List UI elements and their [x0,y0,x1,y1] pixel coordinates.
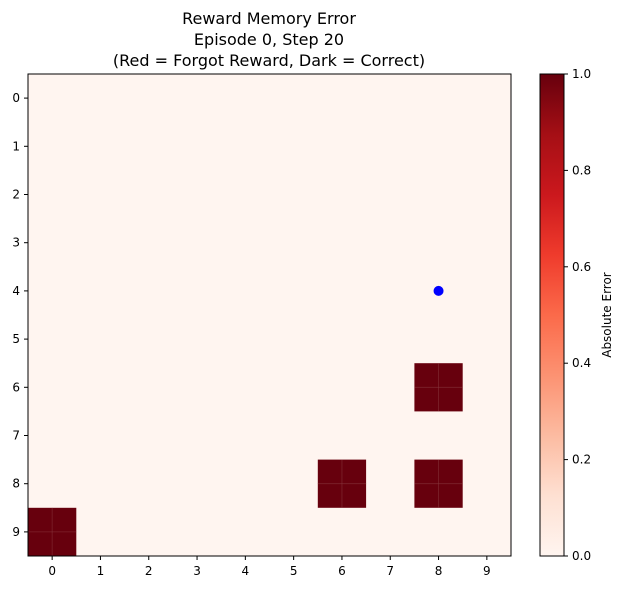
agent-position-marker [433,285,444,296]
x-tick-label: 2 [145,564,153,578]
y-tick-label: 8 [12,477,20,491]
x-tick-label: 8 [435,564,443,578]
y-tick-label: 6 [12,380,20,394]
y-tick-label: 9 [12,525,20,539]
chart-title-line-1: Reward Memory Error [182,9,356,28]
colorbar-frame [539,73,565,557]
colorbar-tick-label: 0.6 [572,260,591,274]
x-tick-label: 1 [97,564,105,578]
x-tick-label: 6 [338,564,346,578]
colorbar-tick-label: 1.0 [572,67,591,81]
colorbar-label: Absolute Error [600,272,614,358]
x-tick-label: 4 [242,564,250,578]
colorbar-tick-label: 0.2 [572,453,591,467]
colorbar-tick-label: 0.8 [572,163,591,177]
y-tick-label: 5 [12,332,20,346]
chart-title-line-3: (Red = Forgot Reward, Dark = Correct) [113,51,425,70]
plot-frame [27,73,512,557]
x-tick-label: 5 [290,564,298,578]
x-tick-label: 0 [48,564,56,578]
x-tick-label: 9 [483,564,491,578]
y-tick-label: 7 [12,429,20,443]
colorbar-tick-label: 0.4 [572,356,591,370]
colorbar-gradient [540,74,564,556]
heatmap-plot-area [27,73,512,557]
x-tick-label: 3 [193,564,201,578]
colorbar: 0.0 0.2 0.4 0.6 0.8 1.0 Absolute Error [539,67,614,563]
y-axis: 0 1 2 3 4 5 6 7 8 9 [12,91,28,539]
y-tick-label: 2 [12,188,20,202]
x-tick-label: 7 [386,564,394,578]
y-tick-label: 0 [12,91,20,105]
y-tick-label: 1 [12,139,20,153]
chart-title-line-2: Episode 0, Step 20 [194,30,344,49]
y-tick-label: 4 [12,284,20,298]
x-axis: 0 1 2 3 4 5 6 7 8 9 [48,556,491,578]
colorbar-tick-label: 0.0 [572,549,591,563]
y-tick-label: 3 [12,236,20,250]
